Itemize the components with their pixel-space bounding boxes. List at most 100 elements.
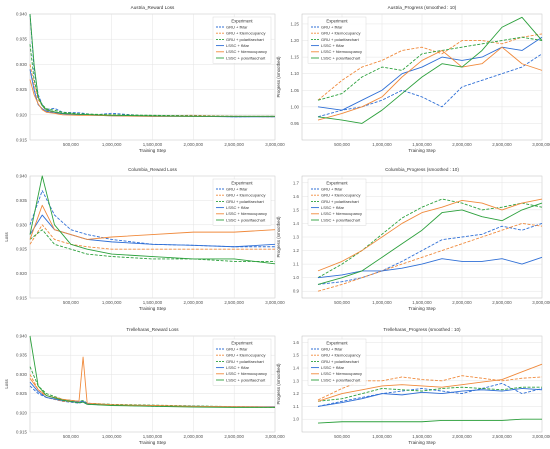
y-tick-label: 1.6	[293, 194, 300, 199]
series-line	[29, 229, 275, 262]
legend-entry: GRU + polarifaechart	[226, 199, 265, 204]
legend-entry: GRU + fdemocupancy	[321, 31, 360, 36]
series-line	[317, 36, 543, 101]
x-tick-label: 1,500,000	[143, 300, 163, 305]
x-axis-label: Training Step	[139, 306, 167, 311]
y-tick-label: 1.4	[293, 366, 300, 371]
legend-entry: LSSC + fMar	[226, 43, 250, 48]
series-line	[317, 16, 543, 124]
y-tick-label: 0.935	[16, 353, 28, 358]
x-tick-label: 2,000,000	[184, 142, 204, 147]
x-tick-label: 3,000,000	[532, 434, 550, 439]
legend-box	[212, 178, 272, 226]
y-tick-label: 1.1	[293, 404, 300, 409]
y-tick-label: 0.925	[16, 87, 28, 92]
legend-entry: GRU + fdemocupancy	[321, 193, 360, 198]
y-tick-label: 1.3	[293, 235, 300, 240]
y-tick-label: 1.00	[290, 104, 299, 109]
series-line	[29, 13, 275, 117]
legend-box	[212, 16, 272, 64]
y-tick-label: 0.915	[16, 430, 28, 435]
y-tick-label: 1.6	[293, 340, 300, 345]
x-tick-label: 2,500,000	[224, 142, 244, 147]
chart-title: Trelleharas_Progress (smoothed : 10)	[383, 327, 461, 332]
x-tick-label: 500,000	[334, 300, 350, 305]
series-line	[317, 53, 543, 118]
y-tick-label: 1.4	[293, 221, 300, 226]
x-tick-label: 500,000	[63, 300, 79, 305]
legend-entry: LSSC + fMar	[321, 205, 345, 210]
y-tick-label: 0.935	[16, 37, 28, 42]
legend-entry: LSSC + polarifaechart	[226, 217, 266, 222]
legend-entry: GRU + fMar	[226, 186, 248, 191]
x-axis-label: Training Step	[408, 148, 436, 153]
y-axis-label: Progress (smoothed)	[276, 56, 281, 98]
y-tick-label: 0.935	[16, 198, 28, 203]
x-tick-label: 1,500,000	[412, 142, 432, 147]
y-tick-label: 1.3	[293, 378, 300, 383]
x-tick-label: 1,500,000	[143, 142, 163, 147]
legend-entry: GRU + fMar	[321, 186, 343, 191]
legend-title: Experiment	[231, 341, 253, 346]
y-tick-label: 0.920	[16, 112, 28, 117]
chart-title: Trelleharas_Reward Loss	[126, 327, 179, 332]
legend-entry: LSSC + fdemocupancy	[321, 211, 362, 216]
legend-entry: LSSC + polarifaechart	[321, 55, 361, 60]
y-tick-label: 1.2	[293, 248, 300, 253]
y-axis-label: Progress (smoothed)	[276, 363, 281, 405]
y-tick-label: 1.15	[290, 55, 299, 60]
chart-title: Columbia_Progress (smoothed : 10)	[385, 167, 459, 172]
x-tick-label: 2,500,000	[224, 300, 244, 305]
legend-title: Experiment	[326, 341, 348, 346]
y-tick-label: 0.9	[293, 289, 300, 294]
legend-entry: GRU + polarifaechart	[321, 359, 360, 364]
legend-box	[307, 178, 367, 226]
x-tick-label: 2,500,000	[492, 434, 512, 439]
legend-entry: LSSC + fMar	[321, 43, 345, 48]
x-tick-label: 1,000,000	[372, 300, 392, 305]
legend-entry: LSSC + fdemocupancy	[226, 49, 267, 54]
x-tick-label: 1,000,000	[102, 142, 122, 147]
chart-panel-3: Columbia_Reward Loss 0.915 0.920 0.925 0.930…	[4, 167, 285, 311]
y-tick-label: 1.25	[290, 21, 299, 26]
y-tick-label: 0.915	[16, 138, 28, 143]
x-tick-label: 1,500,000	[412, 300, 432, 305]
legend-entry: LSSC + polarifaechart	[321, 217, 361, 222]
chart-panel-5: Trelleharas_Reward Loss 0.915 0.920 0.925 0.…	[4, 327, 285, 445]
y-tick-label: 1.20	[290, 38, 299, 43]
y-tick-label: 1.0	[293, 275, 300, 280]
x-tick-label: 500,000	[334, 142, 350, 147]
y-tick-label: 1.5	[293, 207, 300, 212]
legend-entry: GRU + polarifaechart	[321, 199, 360, 204]
legend-box	[307, 338, 367, 386]
x-tick-label: 3,000,000	[265, 300, 285, 305]
legend-title: Experiment	[231, 19, 253, 24]
x-tick-label: 2,000,000	[184, 434, 204, 439]
y-tick-label: 1.2	[293, 391, 300, 396]
legend-title: Experiment	[326, 19, 348, 24]
series-line	[29, 224, 275, 250]
legend-entry: LSSC + fdemocupancy	[321, 49, 362, 54]
chart-title: Austria_Reward Loss	[131, 5, 175, 10]
legend-entry: LSSC + fMar	[226, 365, 250, 370]
y-tick-label: 1.0	[293, 417, 300, 422]
y-tick-label: 0.920	[16, 410, 28, 415]
y-tick-label: 0.940	[16, 334, 28, 339]
legend-entry: GRU + fdemocupancy	[226, 193, 265, 198]
x-tick-label: 500,000	[334, 434, 350, 439]
series-line	[317, 418, 542, 424]
y-tick-label: 0.930	[16, 372, 28, 377]
series-line	[317, 46, 543, 121]
legend-title: Experiment	[326, 181, 348, 186]
y-tick-label: 0.940	[16, 12, 28, 17]
x-tick-label: 1,500,000	[412, 434, 432, 439]
y-tick-label: 1.5	[293, 353, 300, 358]
series-line	[317, 388, 543, 407]
y-axis-label: Progress (smoothed)	[276, 216, 281, 258]
y-tick-label: 1.05	[290, 88, 299, 93]
y-axis-label: Loss	[4, 232, 9, 242]
